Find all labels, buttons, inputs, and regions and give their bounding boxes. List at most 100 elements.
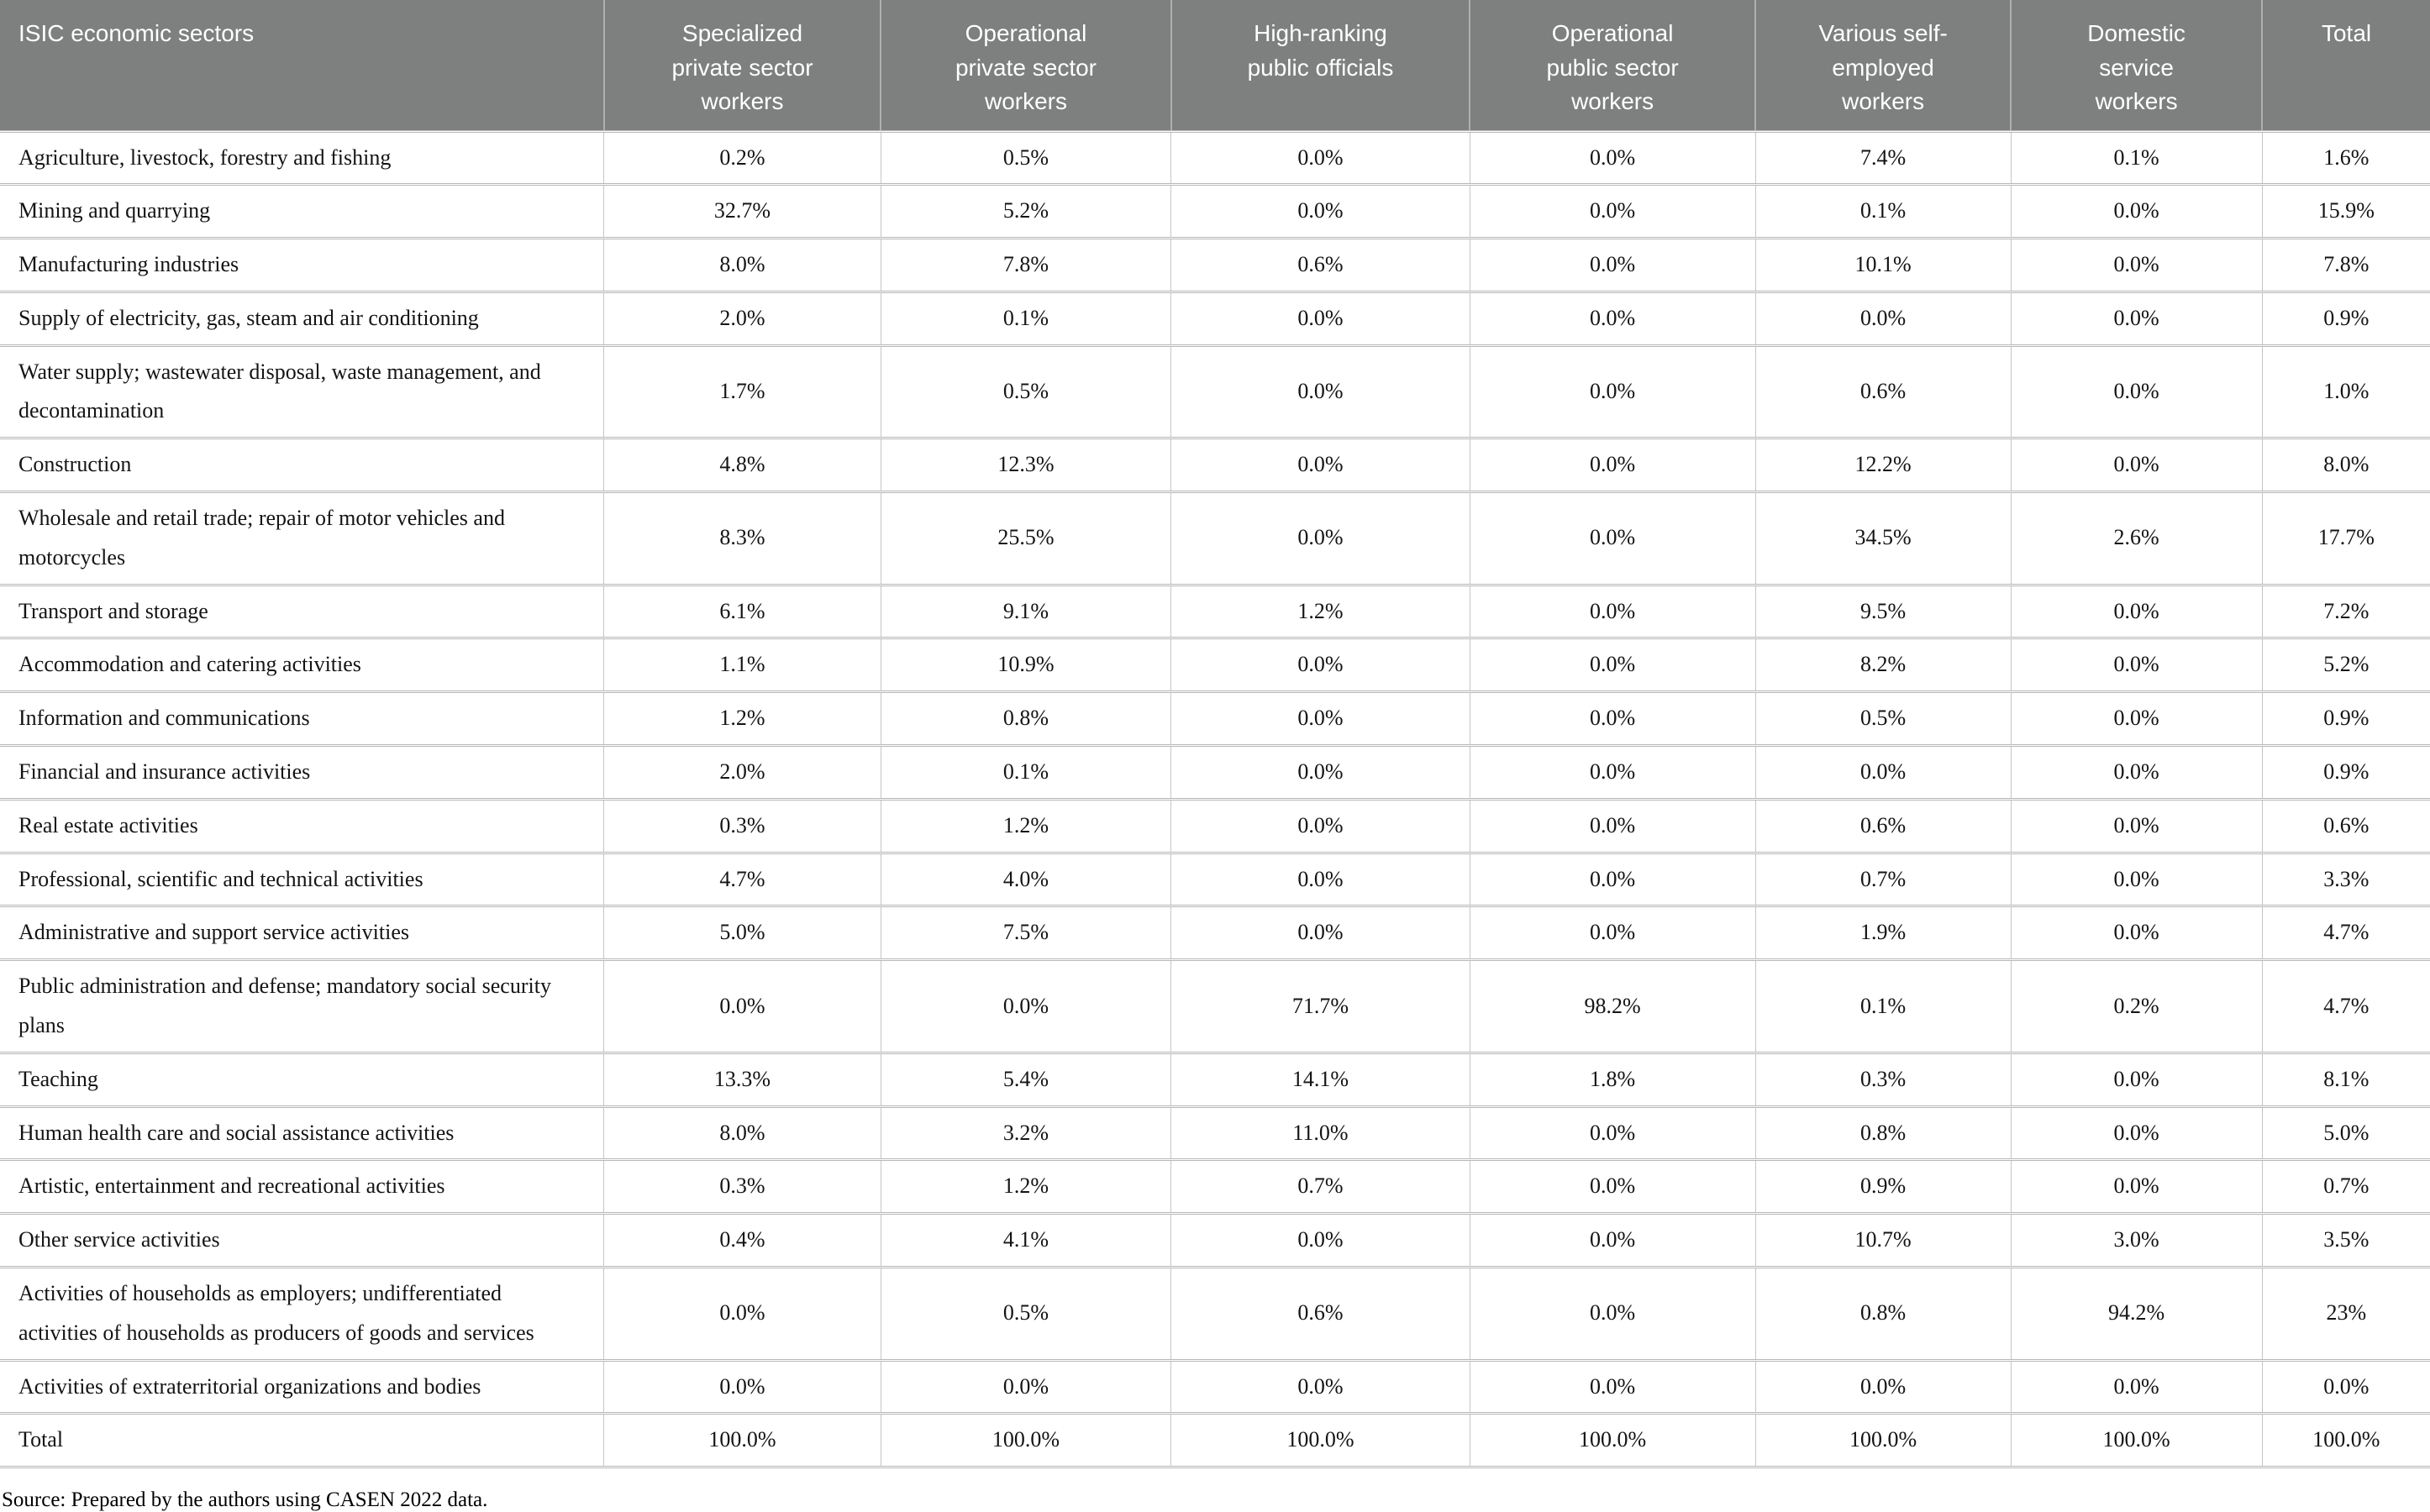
value-cell: 0.0% — [2010, 290, 2263, 346]
value-cell: 9.5% — [1754, 583, 2012, 638]
value-cell: 1.0% — [2261, 344, 2430, 438]
value-cell: 0.0% — [1469, 637, 1756, 692]
value-cell: 1.1% — [603, 637, 881, 692]
table-row: Real estate activities 0.3% 1.2% 0.0% 0.0% 0.… — [0, 797, 2430, 853]
value-cell: 0.1% — [2010, 129, 2263, 185]
value-cell: 0.9% — [1754, 1158, 2012, 1214]
sector-cell: Manufacturing industries — [0, 237, 604, 292]
value-cell: 10.7% — [1754, 1212, 2012, 1268]
value-cell: 0.0% — [2010, 437, 2263, 492]
sector-cell: Teaching — [0, 1051, 604, 1107]
value-cell: 0.0% — [1469, 583, 1756, 638]
value-cell: 0.0% — [2010, 344, 2263, 438]
value-cell: 0.0% — [1469, 744, 1756, 800]
value-cell: 4.7% — [2261, 958, 2430, 1053]
sector-cell: Administrative and support service activ… — [0, 905, 604, 960]
value-cell: 0.0% — [2010, 183, 2263, 239]
value-cell: 100.0% — [603, 1412, 881, 1469]
table-row: Teaching 13.3% 5.4% 14.1% 1.8% 0.3% 0.0% 8.1% — [0, 1051, 2430, 1107]
value-cell: 0.9% — [2261, 744, 2430, 800]
value-cell: 3.3% — [2261, 851, 2430, 906]
value-cell: 0.0% — [1469, 437, 1756, 492]
value-cell: 0.0% — [1170, 905, 1470, 960]
value-cell: 0.8% — [880, 690, 1171, 746]
worker-category-header: Various self- employed workers — [1754, 0, 2012, 131]
sector-cell: Human health care and social assistance … — [0, 1105, 604, 1160]
value-cell: 4.7% — [603, 851, 881, 906]
value-cell: 0.9% — [2261, 690, 2430, 746]
value-cell: 0.0% — [1469, 290, 1756, 346]
value-cell: 11.0% — [1170, 1105, 1470, 1160]
value-cell: 32.7% — [603, 183, 881, 239]
sector-cell: Agriculture, livestock, forestry and fis… — [0, 129, 604, 185]
table-row: Transport and storage 6.1% 9.1% 1.2% 0.0% 9.5… — [0, 583, 2430, 638]
value-cell: 0.8% — [1754, 1266, 2012, 1361]
value-cell: 0.6% — [1754, 797, 2012, 853]
value-cell: 8.0% — [603, 237, 881, 292]
value-cell: 0.0% — [2010, 905, 2263, 960]
table-row: Artistic, entertainment and recreational… — [0, 1158, 2430, 1214]
table-row: Human health care and social assistance … — [0, 1105, 2430, 1160]
value-cell: 0.6% — [2261, 797, 2430, 853]
value-cell: 0.0% — [1469, 851, 1756, 906]
value-cell: 0.9% — [2261, 290, 2430, 346]
table-row: Financial and insurance activities 2.0% 0.… — [0, 744, 2430, 800]
value-cell: 100.0% — [2010, 1412, 2263, 1469]
sector-cell: Wholesale and retail trade; repair of mo… — [0, 491, 604, 585]
value-cell: 0.0% — [1469, 491, 1756, 585]
value-cell: 0.1% — [880, 744, 1171, 800]
sector-cell: Activities of extraterritorial organizat… — [0, 1358, 604, 1414]
sector-cell: Transport and storage — [0, 583, 604, 638]
source-note: Source: Prepared by the authors using CA… — [2, 1488, 488, 1512]
value-cell: 0.0% — [1469, 690, 1756, 746]
value-cell: 100.0% — [2261, 1412, 2430, 1469]
value-cell: 0.2% — [603, 129, 881, 185]
value-cell: 2.6% — [2010, 491, 2263, 585]
value-cell: 0.0% — [2010, 690, 2263, 746]
value-cell: 0.5% — [880, 129, 1171, 185]
value-cell: 0.0% — [1754, 290, 2012, 346]
table-row: Administrative and support service activ… — [0, 905, 2430, 960]
value-cell: 8.2% — [1754, 637, 2012, 692]
table-row: Wholesale and retail trade; repair of mo… — [0, 491, 2430, 585]
value-cell: 0.0% — [1170, 1212, 1470, 1268]
table-row: Mining and quarrying 32.7% 5.2% 0.0% 0.0% 0.1… — [0, 183, 2430, 239]
value-cell: 0.0% — [1170, 491, 1470, 585]
value-cell: 0.0% — [2010, 237, 2263, 292]
value-cell: 8.3% — [603, 491, 881, 585]
table-row: Water supply; wastewater disposal, waste… — [0, 344, 2430, 438]
value-cell: 0.6% — [1170, 1266, 1470, 1361]
table-row: Accommodation and catering activities 1.1… — [0, 637, 2430, 692]
value-cell: 0.0% — [1170, 344, 1470, 438]
value-cell: 0.0% — [2261, 1358, 2430, 1414]
value-cell: 0.0% — [1469, 344, 1756, 438]
value-cell: 2.0% — [603, 290, 881, 346]
value-cell: 0.6% — [1170, 237, 1470, 292]
value-cell: 0.1% — [880, 290, 1171, 346]
value-cell: 0.6% — [1754, 344, 2012, 438]
value-cell: 0.0% — [880, 1358, 1171, 1414]
value-cell: 12.2% — [1754, 437, 2012, 492]
value-cell: 0.0% — [1170, 129, 1470, 185]
table-row: Information and communications 1.2% 0.8% 0.… — [0, 690, 2430, 746]
value-cell: 94.2% — [2010, 1266, 2263, 1361]
value-cell: 7.5% — [880, 905, 1171, 960]
value-cell: 34.5% — [1754, 491, 2012, 585]
worker-category-header: Operational private sector workers — [880, 0, 1171, 131]
table-row: Activities of households as employers; u… — [0, 1266, 2430, 1361]
value-cell: 10.1% — [1754, 237, 2012, 292]
sector-cell: Public administration and defense; manda… — [0, 958, 604, 1053]
value-cell: 1.9% — [1754, 905, 2012, 960]
value-cell: 0.0% — [1170, 637, 1470, 692]
sector-column-header: ISIC economic sectors — [0, 0, 604, 131]
value-cell: 100.0% — [1170, 1412, 1470, 1469]
value-cell: 0.0% — [1469, 905, 1756, 960]
value-cell: 0.1% — [1754, 958, 2012, 1053]
value-cell: 0.7% — [1754, 851, 2012, 906]
value-cell: 1.6% — [2261, 129, 2430, 185]
value-cell: 0.0% — [2010, 851, 2263, 906]
value-cell: 0.0% — [1170, 851, 1470, 906]
total-row: Total 100.0% 100.0% 100.0% 100.0% 100.0% 100.0… — [0, 1412, 2430, 1469]
value-cell: 0.0% — [880, 958, 1171, 1053]
